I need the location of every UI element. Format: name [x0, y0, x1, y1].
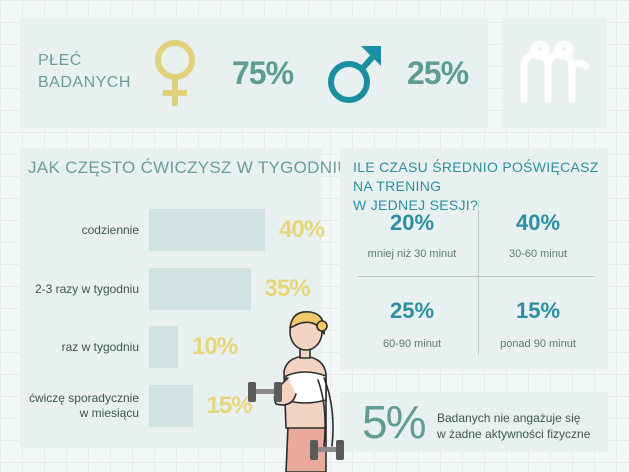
male-symbol-icon: [328, 46, 381, 103]
session-cell-value: 40%: [515, 210, 561, 235]
female-percentage: 75%: [232, 55, 294, 91]
inactive-description: Badanych nie angażuje się w żadne aktywn…: [437, 411, 591, 441]
m-logo-icon: [520, 40, 590, 104]
woman-lifting-dumbbells-icon: [248, 311, 344, 472]
grid-divider-vertical: [478, 200, 479, 355]
session-cell-label: 30-60 minut: [508, 248, 568, 260]
session-cell-label: 60-90 minut: [382, 338, 442, 350]
frequency-bar: [149, 326, 178, 368]
male-percentage: 25%: [407, 55, 469, 91]
frequency-category-label: 2-3 razy w tygodniu: [34, 281, 139, 296]
logo-card: [502, 18, 607, 128]
frequency-value-label: 40%: [279, 216, 325, 243]
session-time-card: [340, 148, 608, 370]
inactive-percentage: 5%: [362, 396, 427, 448]
frequency-value-label: 35%: [264, 275, 311, 302]
female-symbol-icon: [155, 40, 195, 106]
session-cell-label: mniej niż 30 minut: [367, 248, 457, 260]
gender-card: [20, 18, 488, 128]
gender-label: PŁEĆ BADANYCH: [38, 52, 131, 91]
session-cell-value: 20%: [389, 210, 435, 235]
frequency-category-label: raz w tygodniu: [61, 339, 139, 354]
inactive-card: [340, 392, 608, 452]
frequency-bar: [149, 209, 265, 251]
frequency-bar: [149, 385, 193, 427]
frequency-chart-title: JAK CZĘSTO ĆWICZYSZ W TYGODNIU?: [28, 158, 360, 177]
frequency-category-label: codziennie: [81, 222, 139, 237]
session-time-title: ILE CZASU ŚREDNIO POŚWIĘCASZ NA TRENING …: [353, 159, 599, 213]
frequency-category-label: ćwiczę sporadycznie w miesiącu: [28, 391, 139, 420]
frequency-value-label: 15%: [206, 392, 253, 419]
session-cell-value: 25%: [389, 298, 435, 323]
session-cell-value: 15%: [515, 298, 561, 323]
grid-divider-horizontal: [357, 276, 595, 277]
session-cell-label: ponad 90 minut: [500, 338, 576, 350]
frequency-value-label: 10%: [192, 333, 238, 360]
frequency-bar: [149, 268, 251, 310]
